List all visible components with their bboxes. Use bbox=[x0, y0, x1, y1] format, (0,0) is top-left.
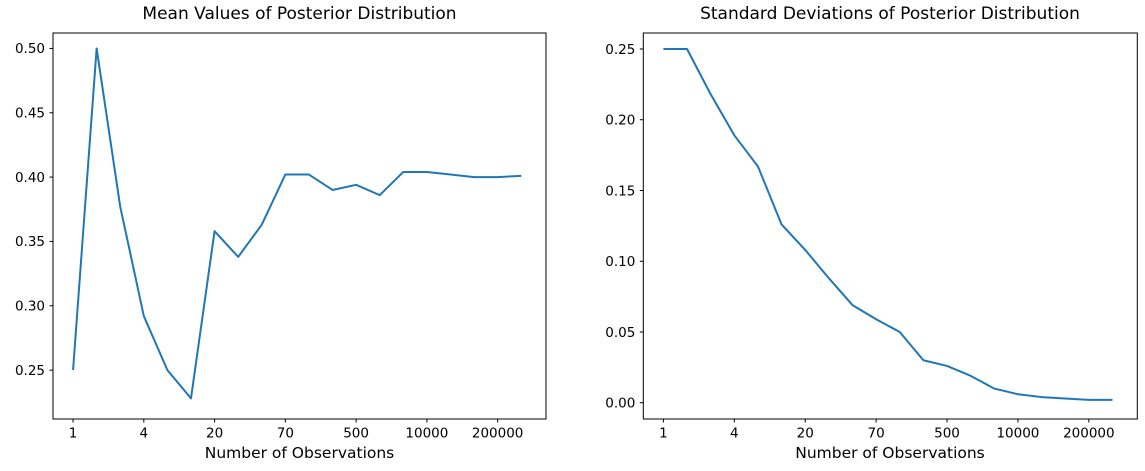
svg-text:0.00: 0.00 bbox=[605, 396, 635, 412]
svg-text:0.10: 0.10 bbox=[605, 254, 635, 270]
subplot-std: 1 4 20 70 500 10000 200000 0.00 0.05 0.10 0.15 0.20… bbox=[572, 0, 1145, 471]
svg-text:0.15: 0.15 bbox=[605, 183, 635, 199]
std-plot-canvas: 1 4 20 70 500 10000 200000 0.00 0.05 0.10 0.15 0.20… bbox=[605, 32, 1138, 442]
svg-text:0.45: 0.45 bbox=[15, 106, 45, 122]
svg-text:20: 20 bbox=[797, 426, 814, 442]
svg-text:500: 500 bbox=[343, 426, 369, 442]
svg-text:0.20: 0.20 bbox=[605, 113, 635, 129]
svg-text:0.25: 0.25 bbox=[605, 42, 635, 58]
subplot-mean: 1 4 20 70 500 10000 200000 0.25 0.30 0.35 0.40 0.45… bbox=[0, 0, 572, 471]
std-plot-title: Standard Deviations of Posterior Distrib… bbox=[700, 4, 1080, 24]
svg-text:0.25: 0.25 bbox=[15, 363, 45, 379]
svg-text:500: 500 bbox=[934, 426, 960, 442]
svg-text:20: 20 bbox=[206, 426, 223, 442]
mean-plot-xlabel: Number of Observations bbox=[204, 444, 395, 462]
svg-text:0.40: 0.40 bbox=[15, 170, 45, 186]
std-plot-xlabel: Number of Observations bbox=[795, 444, 985, 462]
svg-text:0.05: 0.05 bbox=[605, 325, 635, 341]
mean-plot-title: Mean Values of Posterior Distribution bbox=[142, 4, 457, 24]
svg-text:1: 1 bbox=[69, 426, 78, 442]
svg-text:0.30: 0.30 bbox=[15, 299, 45, 315]
svg-text:4: 4 bbox=[730, 426, 739, 442]
svg-text:0.35: 0.35 bbox=[15, 234, 45, 250]
svg-text:10000: 10000 bbox=[996, 426, 1039, 442]
svg-text:70: 70 bbox=[277, 426, 294, 442]
svg-text:200000: 200000 bbox=[472, 426, 524, 442]
svg-text:0.50: 0.50 bbox=[15, 41, 45, 57]
svg-text:70: 70 bbox=[868, 426, 885, 442]
svg-text:200000: 200000 bbox=[1063, 426, 1115, 442]
svg-text:10000: 10000 bbox=[405, 426, 448, 442]
svg-text:4: 4 bbox=[140, 426, 149, 442]
svg-text:1: 1 bbox=[659, 426, 668, 442]
mean-plot-canvas: 1 4 20 70 500 10000 200000 0.25 0.30 0.35 0.40 0.45… bbox=[15, 32, 547, 442]
